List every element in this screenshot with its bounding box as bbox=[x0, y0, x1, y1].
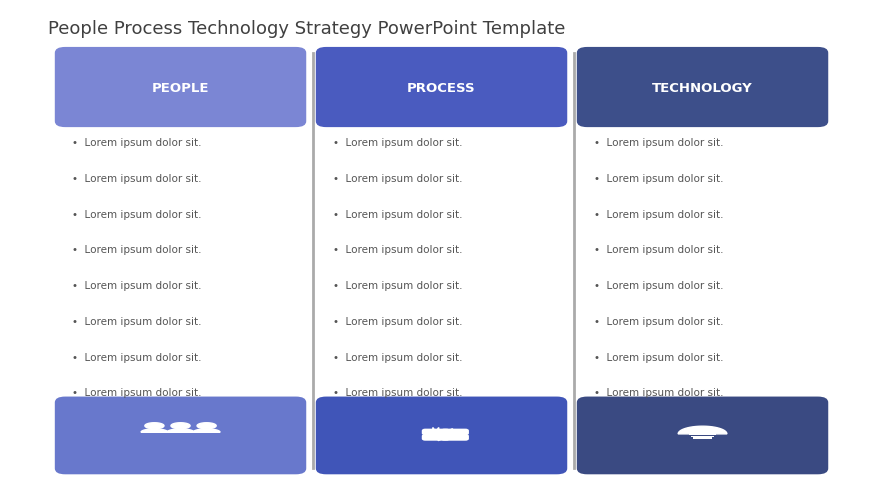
Polygon shape bbox=[193, 429, 220, 432]
Text: •  Lorem ipsum dolor sit.: • Lorem ipsum dolor sit. bbox=[72, 209, 202, 219]
Text: •  Lorem ipsum dolor sit.: • Lorem ipsum dolor sit. bbox=[72, 245, 202, 255]
Text: •  Lorem ipsum dolor sit.: • Lorem ipsum dolor sit. bbox=[594, 281, 723, 290]
Text: PEOPLE: PEOPLE bbox=[151, 81, 209, 94]
FancyBboxPatch shape bbox=[315, 397, 567, 474]
Text: •  Lorem ipsum dolor sit.: • Lorem ipsum dolor sit. bbox=[594, 352, 723, 362]
Polygon shape bbox=[141, 429, 168, 432]
Text: TECHNOLOGY: TECHNOLOGY bbox=[652, 81, 752, 94]
Text: •  Lorem ipsum dolor sit.: • Lorem ipsum dolor sit. bbox=[594, 209, 723, 219]
Polygon shape bbox=[197, 423, 216, 429]
Text: •  Lorem ipsum dolor sit.: • Lorem ipsum dolor sit. bbox=[594, 387, 723, 397]
Text: •  Lorem ipsum dolor sit.: • Lorem ipsum dolor sit. bbox=[72, 281, 202, 290]
Polygon shape bbox=[167, 429, 194, 432]
Polygon shape bbox=[145, 423, 164, 429]
Text: •  Lorem ipsum dolor sit.: • Lorem ipsum dolor sit. bbox=[72, 174, 202, 183]
Text: •  Lorem ipsum dolor sit.: • Lorem ipsum dolor sit. bbox=[333, 316, 462, 326]
Text: •  Lorem ipsum dolor sit.: • Lorem ipsum dolor sit. bbox=[333, 352, 462, 362]
Text: •  Lorem ipsum dolor sit.: • Lorem ipsum dolor sit. bbox=[333, 245, 462, 255]
Text: •  Lorem ipsum dolor sit.: • Lorem ipsum dolor sit. bbox=[72, 138, 202, 148]
Text: •  Lorem ipsum dolor sit.: • Lorem ipsum dolor sit. bbox=[72, 316, 202, 326]
FancyBboxPatch shape bbox=[441, 429, 468, 435]
Text: People Process Technology Strategy PowerPoint Template: People Process Technology Strategy Power… bbox=[48, 20, 565, 38]
FancyBboxPatch shape bbox=[576, 48, 827, 128]
Text: •  Lorem ipsum dolor sit.: • Lorem ipsum dolor sit. bbox=[72, 387, 202, 397]
FancyBboxPatch shape bbox=[576, 397, 827, 474]
Text: •  Lorem ipsum dolor sit.: • Lorem ipsum dolor sit. bbox=[333, 138, 462, 148]
FancyBboxPatch shape bbox=[421, 429, 449, 435]
Text: •  Lorem ipsum dolor sit.: • Lorem ipsum dolor sit. bbox=[594, 138, 723, 148]
FancyBboxPatch shape bbox=[55, 397, 306, 474]
Text: •  Lorem ipsum dolor sit.: • Lorem ipsum dolor sit. bbox=[333, 209, 462, 219]
FancyBboxPatch shape bbox=[55, 48, 306, 128]
FancyBboxPatch shape bbox=[441, 434, 468, 441]
Text: •  Lorem ipsum dolor sit.: • Lorem ipsum dolor sit. bbox=[594, 174, 723, 183]
FancyBboxPatch shape bbox=[693, 438, 711, 439]
Polygon shape bbox=[171, 423, 190, 429]
Text: •  Lorem ipsum dolor sit.: • Lorem ipsum dolor sit. bbox=[333, 281, 462, 290]
Text: •  Lorem ipsum dolor sit.: • Lorem ipsum dolor sit. bbox=[72, 352, 202, 362]
Text: •  Lorem ipsum dolor sit.: • Lorem ipsum dolor sit. bbox=[594, 245, 723, 255]
Text: PROCESS: PROCESS bbox=[407, 81, 475, 94]
Text: •  Lorem ipsum dolor sit.: • Lorem ipsum dolor sit. bbox=[333, 387, 462, 397]
FancyBboxPatch shape bbox=[421, 434, 449, 441]
Text: •  Lorem ipsum dolor sit.: • Lorem ipsum dolor sit. bbox=[333, 174, 462, 183]
Text: •  Lorem ipsum dolor sit.: • Lorem ipsum dolor sit. bbox=[594, 316, 723, 326]
Polygon shape bbox=[678, 427, 726, 434]
FancyBboxPatch shape bbox=[690, 436, 713, 437]
FancyBboxPatch shape bbox=[688, 433, 715, 435]
FancyBboxPatch shape bbox=[315, 48, 567, 128]
